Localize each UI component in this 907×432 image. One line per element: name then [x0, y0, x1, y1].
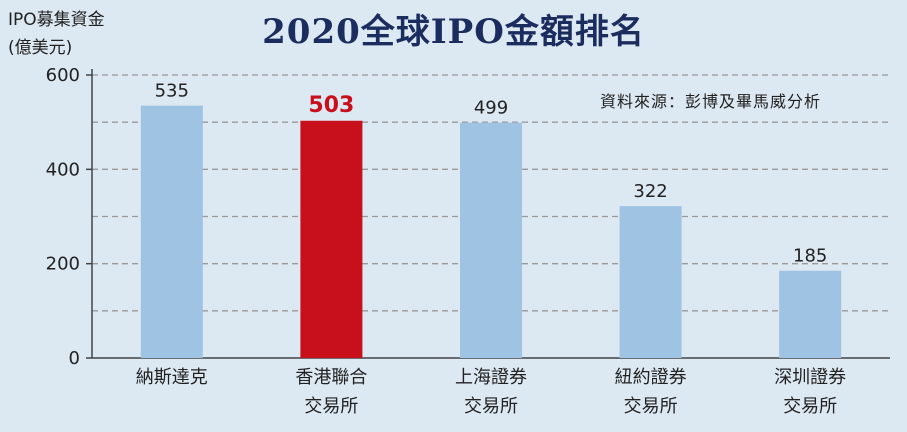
- chart-title: 2020全球IPO金額排名: [262, 12, 645, 52]
- bar-value-label-3: 322: [633, 181, 667, 202]
- y-tick-label-600: 600: [46, 65, 80, 86]
- bar-3: [619, 206, 682, 358]
- category-label-3-1: 交易所: [624, 396, 678, 417]
- source-note: 資料來源：彭博及畢馬威分析: [600, 92, 822, 111]
- y-axis-label-line1: IPO募集資金: [8, 10, 105, 30]
- bar-0: [140, 105, 203, 359]
- category-label-4-1: 交易所: [783, 396, 837, 417]
- bar-1: [300, 120, 363, 358]
- category-label-0-0: 納斯達克: [136, 367, 208, 388]
- y-axis-label-line2: (億美元): [8, 38, 73, 58]
- category-label-3-0: 紐約證券: [615, 367, 687, 388]
- bar-value-label-1: 503: [308, 93, 354, 118]
- bar-value-label-4: 185: [793, 246, 827, 267]
- bar-value-label-0: 535: [155, 81, 189, 102]
- y-tick-label-400: 400: [46, 159, 80, 180]
- bar-4: [779, 270, 842, 358]
- y-tick-label-0: 0: [69, 348, 80, 369]
- bar-2: [460, 122, 522, 358]
- category-label-4-0: 深圳證券: [774, 367, 846, 388]
- y-tick-label-200: 200: [46, 254, 80, 275]
- category-label-2-0: 上海證券: [455, 367, 527, 388]
- y-axis-label: IPO募集資金 (億美元): [8, 6, 105, 62]
- bar-value-label-2: 499: [474, 98, 508, 119]
- category-label-1-1: 交易所: [304, 396, 358, 417]
- category-label-2-1: 交易所: [464, 396, 518, 417]
- category-label-1-0: 香港聯合: [295, 367, 367, 388]
